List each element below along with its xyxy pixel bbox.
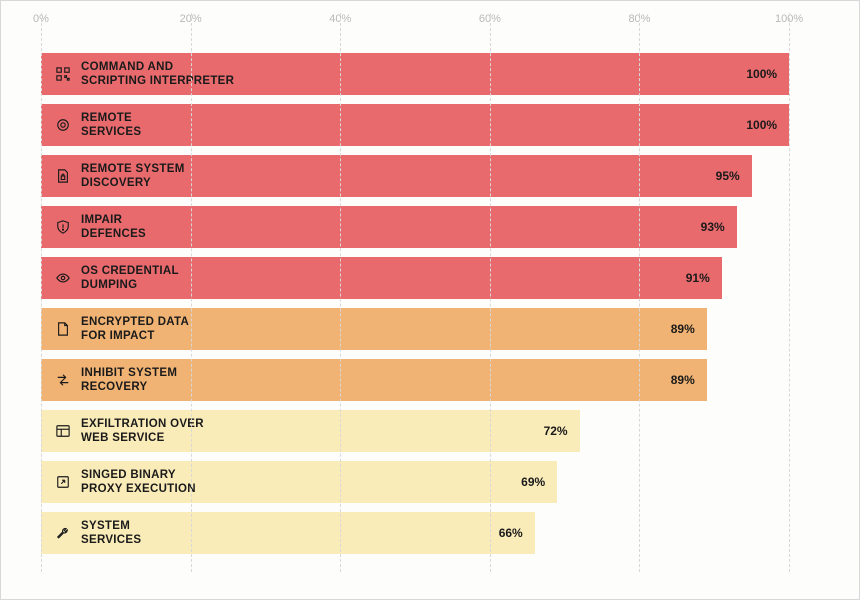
bar-row: IMPAIR DEFENCES 93% bbox=[41, 206, 819, 248]
gridline bbox=[639, 13, 640, 572]
bar-label: ENCRYPTED DATA FOR IMPACT bbox=[81, 315, 189, 344]
bar-label: OS CREDENTIAL DUMPING bbox=[81, 264, 179, 293]
file-lock-icon bbox=[55, 168, 71, 184]
file-icon bbox=[55, 321, 71, 337]
qr-icon bbox=[55, 66, 71, 82]
shield-icon bbox=[55, 219, 71, 235]
bar-label: REMOTE SYSTEM DISCOVERY bbox=[81, 162, 185, 191]
bar-label: SINGED BINARY PROXY EXECUTION bbox=[81, 468, 196, 497]
bar-value: 93% bbox=[701, 220, 725, 234]
bar: COMMAND AND SCRIPTING INTERPRETER 100% bbox=[41, 53, 789, 95]
key-eye-icon bbox=[55, 270, 71, 286]
bar-label: REMOTE SERVICES bbox=[81, 111, 141, 140]
bar-value: 66% bbox=[499, 526, 523, 540]
bar-label: COMMAND AND SCRIPTING INTERPRETER bbox=[81, 60, 234, 89]
bar: SINGED BINARY PROXY EXECUTION 69% bbox=[41, 461, 557, 503]
gridline bbox=[490, 13, 491, 572]
bar-value: 89% bbox=[671, 373, 695, 387]
bar-value: 100% bbox=[746, 118, 777, 132]
bar-row: OS CREDENTIAL DUMPING 91% bbox=[41, 257, 819, 299]
target-icon bbox=[55, 117, 71, 133]
bar: EXFILTRATION OVER WEB SERVICE 72% bbox=[41, 410, 580, 452]
bar: REMOTE SYSTEM DISCOVERY 95% bbox=[41, 155, 752, 197]
bar: ENCRYPTED DATA FOR IMPACT 89% bbox=[41, 308, 707, 350]
bar-row: REMOTE SERVICES 100% bbox=[41, 104, 819, 146]
bar-row: SINGED BINARY PROXY EXECUTION 69% bbox=[41, 461, 819, 503]
bar-label: EXFILTRATION OVER WEB SERVICE bbox=[81, 417, 204, 446]
external-icon bbox=[55, 474, 71, 490]
gridline bbox=[340, 13, 341, 572]
plot-area: COMMAND AND SCRIPTING INTERPRETER100%REM… bbox=[41, 37, 819, 582]
bar-row: INHIBIT SYSTEM RECOVERY 89% bbox=[41, 359, 819, 401]
arrows-icon bbox=[55, 372, 71, 388]
bar-row: REMOTE SYSTEM DISCOVERY 95% bbox=[41, 155, 819, 197]
bar: INHIBIT SYSTEM RECOVERY 89% bbox=[41, 359, 707, 401]
layout-icon bbox=[55, 423, 71, 439]
bar-row: ENCRYPTED DATA FOR IMPACT 89% bbox=[41, 308, 819, 350]
bar-value: 95% bbox=[716, 169, 740, 183]
bar: OS CREDENTIAL DUMPING 91% bbox=[41, 257, 722, 299]
x-axis: 0%20%40%60%80%100% bbox=[41, 1, 819, 37]
bar: IMPAIR DEFENCES 93% bbox=[41, 206, 737, 248]
bar-value: 100% bbox=[746, 67, 777, 81]
bar-label: INHIBIT SYSTEM RECOVERY bbox=[81, 366, 177, 395]
bar-value: 69% bbox=[521, 475, 545, 489]
chart-container: 0%20%40%60%80%100% COMMAND AND SCRIPTING… bbox=[0, 0, 860, 600]
gridline bbox=[191, 13, 192, 572]
bar-row: COMMAND AND SCRIPTING INTERPRETER 100% bbox=[41, 53, 819, 95]
bars-wrap: COMMAND AND SCRIPTING INTERPRETER100%REM… bbox=[41, 37, 819, 554]
bar: REMOTE SERVICES 100% bbox=[41, 104, 789, 146]
gridline bbox=[41, 13, 42, 572]
bar-value: 91% bbox=[686, 271, 710, 285]
bar-label: IMPAIR DEFENCES bbox=[81, 213, 146, 242]
bar: SYSTEM SERVICES 66% bbox=[41, 512, 535, 554]
bar-label: SYSTEM SERVICES bbox=[81, 519, 141, 548]
bar-value: 89% bbox=[671, 322, 695, 336]
bar-row: EXFILTRATION OVER WEB SERVICE 72% bbox=[41, 410, 819, 452]
bar-value: 72% bbox=[544, 424, 568, 438]
bar-row: SYSTEM SERVICES 66% bbox=[41, 512, 819, 554]
wrench-icon bbox=[55, 525, 71, 541]
gridline bbox=[789, 13, 790, 572]
